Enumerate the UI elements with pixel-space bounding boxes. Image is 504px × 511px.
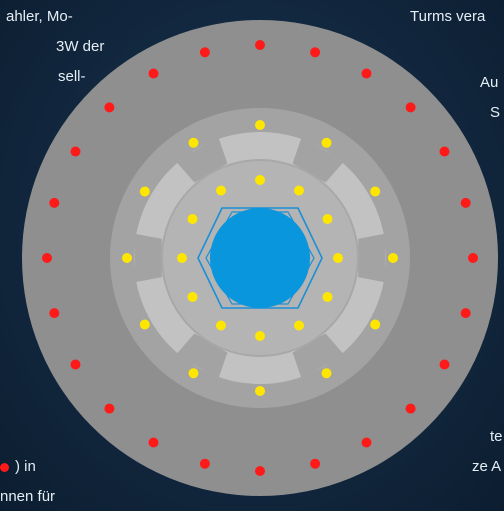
core-circle — [210, 208, 310, 308]
red-dot — [405, 102, 416, 113]
red-dot — [70, 359, 81, 370]
red-dot — [199, 458, 210, 469]
red-dot-group — [42, 40, 478, 476]
yellow-dot-outer-group — [122, 120, 398, 396]
red-dot — [468, 253, 478, 263]
red-dot — [361, 437, 372, 448]
notch-group — [134, 137, 386, 379]
red-dot — [405, 403, 416, 414]
yellow-dot-inner — [255, 175, 265, 185]
yellow-dot-inner — [322, 214, 333, 224]
red-dot — [310, 458, 321, 469]
yellow-dot-outer — [321, 137, 332, 148]
yellow-dot-outer — [255, 386, 265, 396]
red-dot — [42, 253, 52, 263]
yellow-dot-inner — [294, 320, 304, 331]
right-text-line-2: Au — [480, 74, 499, 91]
red-dot — [104, 102, 115, 113]
red-dot — [255, 466, 265, 476]
segment-notch — [292, 333, 344, 379]
hexagon-outline — [197, 207, 323, 309]
red-dot — [439, 146, 450, 157]
left-text-line-4-label: ) in — [15, 458, 36, 475]
left-text-line-3: sell- — [58, 68, 86, 85]
red-dot — [148, 437, 159, 448]
hexagon-inner — [205, 211, 315, 305]
right-text-line-5: ze A — [472, 458, 502, 475]
right-text-line-3: S — [490, 104, 501, 121]
yellow-dot-inner — [255, 331, 265, 341]
left-text-line-1: ahler, Mo- — [6, 8, 73, 25]
red-dot — [310, 47, 321, 58]
red-dot — [439, 359, 450, 370]
left-text-line-5: nnen für — [0, 488, 56, 505]
yellow-dot-outer — [370, 186, 381, 197]
yellow-dot-inner-group — [177, 175, 343, 341]
segment-notch — [176, 333, 228, 379]
red-dot — [460, 308, 471, 319]
yellow-dot-inner — [322, 292, 333, 302]
yellow-dot-inner — [294, 185, 304, 196]
segment-notch — [134, 233, 162, 283]
red-dot — [361, 68, 372, 79]
right-text-line-4: te — [490, 428, 503, 445]
segment-notch — [176, 137, 228, 183]
yellow-dot-outer — [188, 368, 199, 379]
segment-notch — [292, 137, 344, 183]
red-dot-legend-icon — [0, 462, 9, 472]
yellow-dot-inner — [216, 320, 226, 331]
yellow-dot-inner — [187, 292, 198, 302]
yellow-dot-outer — [255, 120, 265, 130]
red-dot — [199, 47, 210, 58]
left-text-line-2: 3W der — [56, 38, 105, 55]
yellow-dot-outer — [188, 137, 199, 148]
yellow-dot-inner — [187, 214, 198, 224]
yellow-dot-outer — [139, 319, 150, 330]
yellow-dot-outer — [388, 253, 398, 263]
red-dot — [255, 40, 265, 50]
red-dot — [460, 197, 471, 208]
yellow-dot-inner — [177, 253, 187, 263]
yellow-dot-inner — [216, 185, 226, 196]
red-dot — [148, 68, 159, 79]
left-text-line-4: ) in — [0, 454, 36, 480]
yellow-dot-outer — [321, 368, 332, 379]
yellow-dot-inner — [333, 253, 343, 263]
segment-notch — [358, 233, 386, 283]
right-text-line-1: Turms vera — [410, 8, 486, 25]
red-dot — [70, 146, 81, 157]
yellow-dot-outer — [122, 253, 132, 263]
red-dot — [104, 403, 115, 414]
yellow-dot-outer — [139, 186, 150, 197]
red-dot — [49, 308, 60, 319]
yellow-dot-outer — [370, 319, 381, 330]
red-dot — [49, 197, 60, 208]
